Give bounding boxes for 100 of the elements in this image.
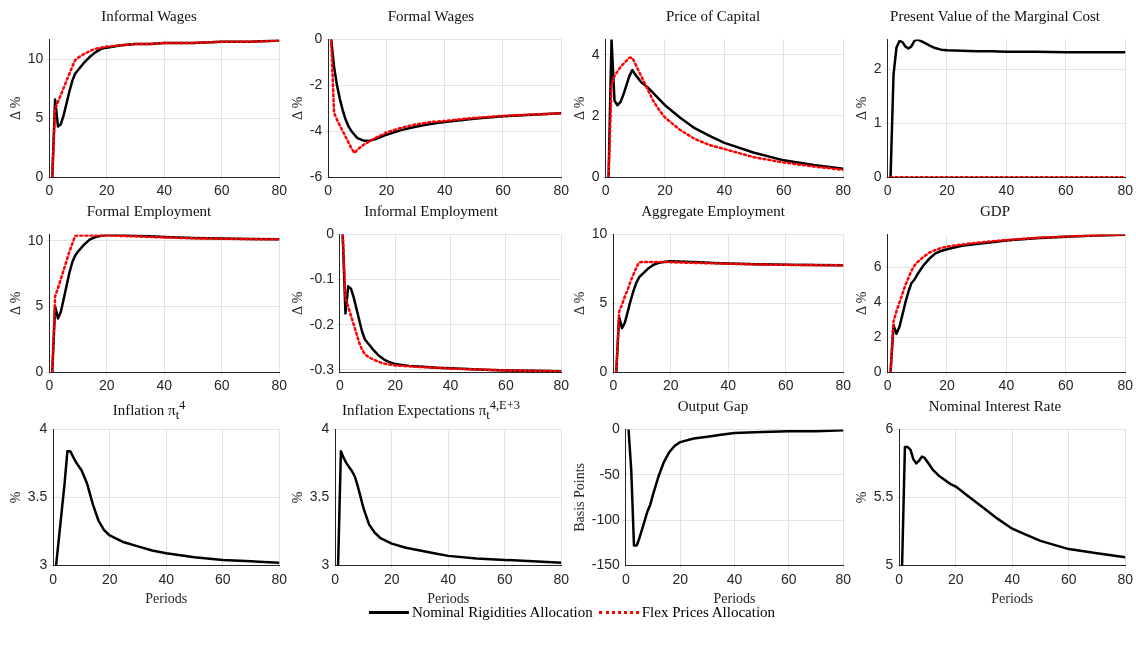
legend-label: Nominal Rigidities Allocation: [411, 604, 593, 621]
y-tick-label: -6: [309, 168, 323, 185]
x-tick-label: 80: [1117, 377, 1134, 394]
x-tick-label: 20: [387, 377, 404, 394]
x-tick-label: 80: [271, 182, 288, 199]
x-tick-label: 20: [663, 377, 679, 394]
x-tick-label: 40: [436, 182, 453, 199]
x-tick-label: 20: [672, 570, 689, 587]
y-tick-label: 5.5: [873, 488, 894, 505]
y-tick-label: 0: [35, 168, 44, 185]
y-tick-label: -0.1: [309, 270, 335, 287]
x-tick-label: 80: [553, 570, 570, 587]
y-axis-title: Δ %: [572, 291, 588, 315]
chart-title: GDP: [979, 203, 1010, 221]
chart-title: Price of Capital: [665, 8, 761, 26]
y-tick-label: 6: [873, 258, 882, 275]
x-tick-label: 60: [213, 377, 230, 394]
y-axis-title: Δ %: [854, 96, 870, 120]
y-tick-label: 3: [39, 556, 48, 573]
chart-title: Formal Employment: [86, 203, 212, 221]
y-axis-title: Δ %: [290, 291, 306, 315]
chart-title: Output Gap: [677, 398, 749, 416]
y-tick-label: 0: [599, 363, 608, 380]
y-tick-label: 5: [35, 297, 44, 314]
y-tick-label: -150: [591, 556, 621, 573]
y-tick-label: 3.5: [27, 488, 48, 505]
y-tick-label: 5: [35, 109, 44, 126]
y-tick-label: 0: [314, 30, 323, 47]
x-tick-label: 40: [726, 570, 743, 587]
x-tick-label: 40: [158, 570, 175, 587]
x-tick-label: 20: [939, 182, 955, 199]
x-tick-label: 20: [99, 182, 115, 199]
y-tick-label: 2: [591, 106, 600, 123]
y-tick-label: 2: [873, 328, 882, 345]
y-tick-label: -2: [309, 76, 323, 93]
x-tick-label: 40: [1004, 570, 1021, 587]
x-tick-label: 80: [1117, 182, 1134, 199]
x-tick-label: 40: [716, 182, 733, 199]
y-axis-title: %: [290, 491, 306, 504]
x-tick-label: 20: [383, 570, 400, 587]
y-tick-label: 0: [612, 420, 621, 437]
x-tick-label: 80: [1117, 570, 1134, 587]
x-tick-label: 80: [271, 570, 288, 587]
x-tick-label: 20: [101, 570, 118, 587]
y-axis-title: Δ %: [854, 291, 870, 315]
y-tick-label: -50: [599, 465, 621, 482]
x-tick-label: 60: [776, 182, 792, 199]
y-tick-label: 6: [885, 420, 894, 437]
y-tick-label: 1: [873, 114, 882, 131]
x-tick-label: 60: [496, 570, 513, 587]
x-axis-title: Periods: [145, 591, 188, 607]
x-tick-label: 40: [998, 182, 1015, 199]
x-tick-label: 60: [777, 377, 794, 394]
y-tick-label: 4: [321, 420, 330, 437]
y-tick-label: 10: [27, 50, 44, 67]
x-tick-label: 20: [657, 182, 673, 199]
x-tick-label: 20: [947, 570, 964, 587]
y-tick-label: 5: [599, 294, 608, 311]
x-tick-label: 80: [835, 570, 852, 587]
x-tick-label: 80: [553, 182, 570, 199]
y-axis-title: %: [854, 491, 870, 504]
y-axis-title: Δ %: [8, 291, 24, 315]
y-tick-label: 2: [873, 59, 882, 76]
y-tick-label: -0.2: [309, 315, 335, 332]
chart-title: Informal Wages: [101, 8, 197, 26]
y-tick-label: 10: [591, 225, 608, 242]
x-tick-label: 40: [998, 377, 1015, 394]
x-tick-label: 40: [156, 182, 173, 199]
y-tick-label: 10: [27, 231, 44, 248]
chart-title: Informal Employment: [364, 203, 498, 221]
y-tick-label: 3.5: [309, 488, 330, 505]
y-axis-title: Δ %: [290, 96, 306, 120]
chart-title: Formal Wages: [387, 8, 475, 26]
y-axis-title: Δ %: [8, 96, 24, 120]
x-axis-title: Periods: [713, 591, 756, 607]
x-tick-label: 40: [720, 377, 737, 394]
x-tick-label: 60: [1058, 377, 1074, 394]
y-tick-label: 5: [885, 556, 894, 573]
x-tick-label: 40: [442, 377, 459, 394]
chart-title: Aggregate Employment: [641, 203, 785, 221]
x-tick-label: 60: [498, 377, 514, 394]
x-tick-label: 80: [553, 377, 570, 394]
x-tick-label: 40: [440, 570, 457, 587]
y-tick-label: 0: [873, 168, 882, 185]
y-tick-label: -4: [309, 122, 323, 139]
x-axis-title: Periods: [991, 591, 1034, 607]
y-tick-label: 3: [321, 556, 330, 573]
y-tick-label: 0: [326, 225, 335, 242]
x-tick-label: 80: [835, 377, 852, 394]
x-tick-label: 60: [214, 570, 231, 587]
y-tick-label: 0: [35, 363, 44, 380]
x-tick-label: 60: [1058, 182, 1074, 199]
chart-title: Nominal Interest Rate: [928, 398, 1062, 416]
x-tick-label: 20: [939, 377, 955, 394]
x-tick-label: 60: [495, 182, 511, 199]
x-tick-label: 20: [99, 377, 115, 394]
x-tick-label: 60: [1060, 570, 1077, 587]
x-tick-label: 80: [271, 377, 288, 394]
chart-title: Present Value of the Marginal Cost: [890, 8, 1100, 26]
x-tick-label: 80: [835, 182, 852, 199]
